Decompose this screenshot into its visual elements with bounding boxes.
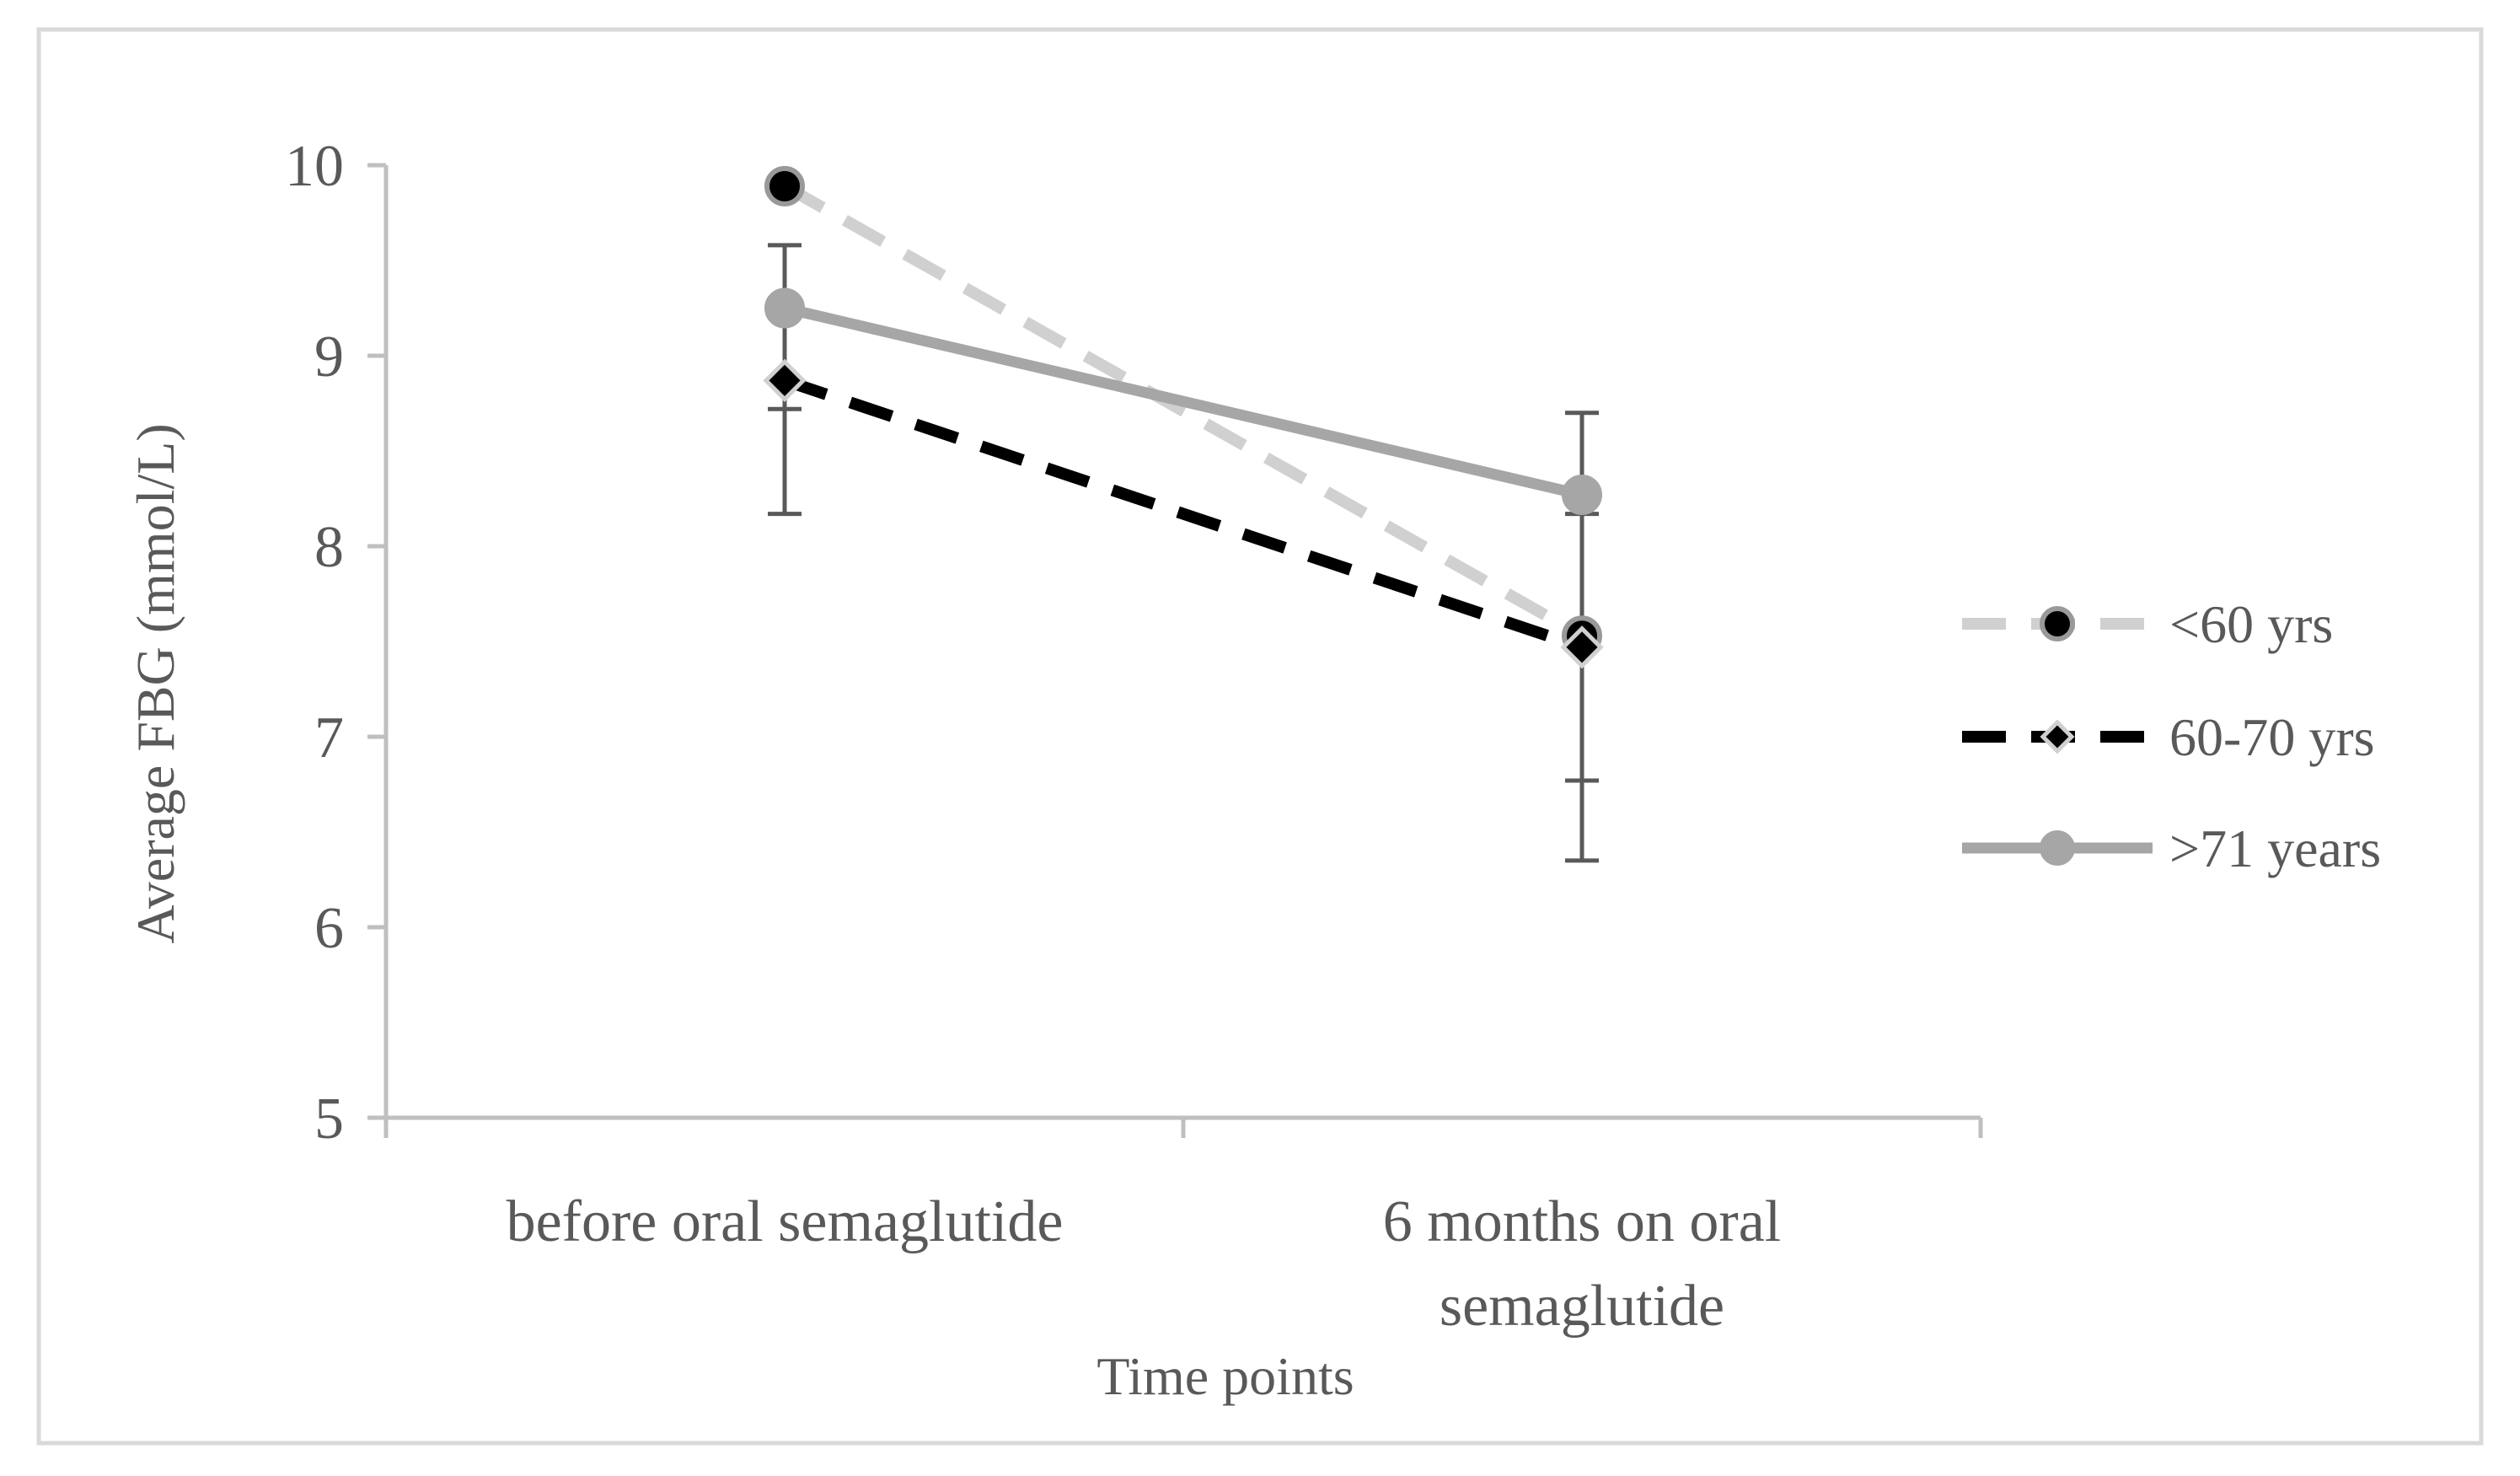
legend-marker: [2040, 606, 2075, 641]
data-point: [763, 358, 807, 403]
series-lines: [781, 180, 1585, 653]
legend-marker: [2040, 719, 2075, 754]
series-markers: [763, 165, 1604, 669]
x-tick-label-line: semaglutide: [1440, 1274, 1724, 1339]
x-tick-label-line: 6 months on oral: [1383, 1189, 1781, 1254]
y-axis-title: Average FBG (mmol/L): [126, 423, 185, 943]
x-tick-label: before oral semaglutide: [507, 1189, 1064, 1254]
x-axis-title: Time points: [1096, 1346, 1354, 1406]
series-line: [783, 303, 1584, 501]
legend-label: <60 yrs: [2169, 594, 2333, 654]
data-point: [1562, 474, 1602, 515]
y-tick-label: 10: [285, 134, 344, 199]
data-point: [764, 287, 805, 329]
y-tick-label: 7: [314, 706, 344, 770]
x-tick-label: 6 months on oral semaglutide: [1383, 1189, 1781, 1339]
series-line: [781, 180, 1585, 641]
series-line: [782, 374, 1584, 653]
y-tick-label: 5: [314, 1087, 344, 1151]
data-point: [1560, 625, 1604, 669]
legend: <60 yrs 60-70 yrs >71 years: [1962, 594, 2381, 878]
x-tick-label-line: before oral semaglutide: [507, 1189, 1064, 1254]
data-point: [764, 165, 805, 207]
y-tick-label: 9: [314, 325, 344, 389]
legend-label: 60-70 yrs: [2169, 707, 2375, 767]
y-tick-label: 6: [314, 896, 344, 961]
axes: 5 6 7 8 9 10 before oral semaglutide 6 months o…: [285, 134, 1983, 1339]
legend-label: >71 years: [2169, 819, 2381, 878]
legend-marker: [2040, 830, 2075, 866]
axis-labels: Average FBG (mmol/L) Time points: [126, 423, 1354, 1406]
y-tick-label: 8: [314, 515, 344, 580]
